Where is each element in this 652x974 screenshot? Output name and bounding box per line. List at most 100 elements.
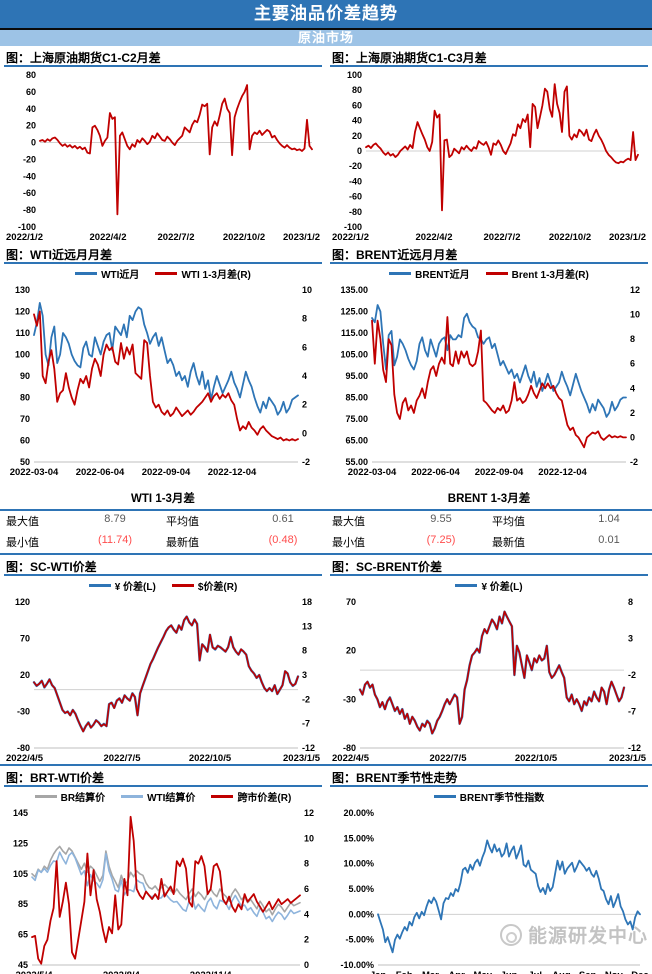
svg-text:70: 70 <box>20 414 30 424</box>
svg-text:-40: -40 <box>349 176 362 186</box>
svg-text:-20: -20 <box>23 154 36 164</box>
stats-title-wti: WTI 1-3月差 <box>131 493 195 505</box>
legend-swatch <box>455 583 478 587</box>
svg-text:Feb: Feb <box>396 970 413 974</box>
legend-item: BR结算价 <box>34 789 106 804</box>
legend-label: BR结算价 <box>60 792 106 804</box>
svg-text:60: 60 <box>352 100 362 110</box>
svg-text:-30: -30 <box>17 707 30 717</box>
stat-value: 1.04 <box>598 513 620 525</box>
svg-text:12: 12 <box>630 285 640 295</box>
legend-item: WTI结算价 <box>121 789 195 804</box>
svg-text:10: 10 <box>304 833 314 843</box>
header-divider <box>0 28 652 30</box>
svg-text:-100: -100 <box>344 222 362 232</box>
chart-canvas: 130 120 110 100 90 80 70 60 50 10 8 6 4 2 0 -2 2022-03-0… <box>10 285 312 478</box>
chart-legend: ¥ 价差(L) <box>330 576 648 594</box>
stats-table-header: WTI 1-3月差 BRENT 1-3月差 <box>0 488 652 511</box>
svg-text:70: 70 <box>20 634 30 644</box>
svg-text:8: 8 <box>628 597 633 607</box>
svg-text:-5.00%: -5.00% <box>345 935 374 945</box>
legend-item: BRENT近月 <box>389 266 470 281</box>
stat-value: (11.74) <box>97 534 133 546</box>
svg-text:2022-03-04: 2022-03-04 <box>348 467 397 478</box>
svg-text:12: 12 <box>304 808 314 818</box>
svg-text:0: 0 <box>304 960 309 970</box>
svg-text:2023/1/2: 2023/1/2 <box>283 232 320 243</box>
legend-swatch <box>485 271 508 275</box>
svg-text:40: 40 <box>26 104 36 114</box>
svg-text:2022/1/2: 2022/1/2 <box>6 232 43 243</box>
legend-label: $价差(R) <box>197 581 238 593</box>
chart-legend: BR结算价 WTI结算价 跨市价差(R) <box>4 787 322 805</box>
svg-text:130: 130 <box>15 285 30 295</box>
svg-text:60: 60 <box>20 436 30 446</box>
chart-canvas: 120 70 20 -30 -80 18 13 8 3 -2 -7 -12 2022/4/5 2022/7… <box>6 597 321 764</box>
chart-title: 图：上海原油期货C1-C2月差 <box>4 46 322 67</box>
chart-canvas: 145 125 105 85 65 45 12 10 8 6 4 2 0 2022/5/4 2022/8/4… <box>13 808 314 974</box>
stat-label: 最大值 <box>6 516 39 528</box>
svg-text:Nov: Nov <box>605 970 624 974</box>
legend-label: ¥ 价差(L) <box>481 581 523 593</box>
svg-text:115.00: 115.00 <box>341 328 368 338</box>
svg-text:0: 0 <box>630 432 635 442</box>
svg-text:3: 3 <box>302 670 307 680</box>
chart-area: 100 80 60 40 20 0 -20 -40 -60 -80 -100 2022/1/2 2022… <box>330 67 648 243</box>
svg-text:-2: -2 <box>302 457 310 467</box>
page-title: 主要油品价差趋势 <box>0 0 652 28</box>
chart-area: 80 60 40 20 0 -20 -40 -60 -80 -100 2022/1/2 2022/4/… <box>4 67 322 243</box>
svg-text:6: 6 <box>302 342 307 352</box>
svg-text:Apr: Apr <box>448 970 465 974</box>
stat-value: 9.55 <box>430 513 452 525</box>
chart-area: 120 70 20 -30 -80 18 13 8 3 -2 -7 -12 2022/4/5 2022/7… <box>4 594 322 764</box>
stat-label: 最小值 <box>6 537 39 549</box>
svg-text:2: 2 <box>304 935 309 945</box>
section-title: 原油市场 <box>0 30 652 46</box>
svg-text:8: 8 <box>302 314 307 324</box>
legend-item: Brent 1-3月差(R) <box>485 266 589 281</box>
stats-title-brent: BRENT 1-3月差 <box>447 493 531 505</box>
svg-text:80: 80 <box>352 85 362 95</box>
chart-row-cross-market: 图：BRT-WTI价差 BR结算价 WTI结算价 跨市价差(R) 145 125 105… <box>0 766 652 974</box>
legend-label: 跨市价差(R) <box>237 792 292 804</box>
svg-text:2022-12-04: 2022-12-04 <box>208 467 257 478</box>
chart-row-shanghai-spreads: 图：上海原油期货C1-C2月差 80 60 40 20 0 -20 -40 -60 -80 -10… <box>0 46 652 243</box>
svg-text:90: 90 <box>20 371 30 381</box>
svg-text:-12: -12 <box>628 743 641 753</box>
stat-value: (0.48) <box>268 534 298 546</box>
stats-table-body: 最大值 8.79 平均值 0.61 最小值 (11.74) 最新值 (0.48)… <box>0 511 652 555</box>
svg-text:3: 3 <box>628 634 633 644</box>
legend-label: WTI结算价 <box>147 792 196 804</box>
svg-text:135.00: 135.00 <box>340 285 368 295</box>
chart-sc-brent-spread: 图：SC-BRENT价差 ¥ 价差(L) 70 20 -30 -80 8 3 -2 -7 -12… <box>326 555 652 764</box>
svg-text:2022-09-04: 2022-09-04 <box>142 467 191 478</box>
stat-value: 0.61 <box>272 513 294 525</box>
svg-text:85.00: 85.00 <box>345 393 368 403</box>
legend-label: BRENT近月 <box>415 269 470 281</box>
svg-text:2022/10/2: 2022/10/2 <box>549 232 591 243</box>
svg-text:0: 0 <box>357 146 362 156</box>
svg-text:100: 100 <box>347 70 362 80</box>
svg-text:-60: -60 <box>349 192 362 202</box>
chart-title: 图：BRENT近远月月差 <box>330 243 648 264</box>
svg-text:8: 8 <box>304 859 309 869</box>
svg-text:-2: -2 <box>630 457 638 467</box>
svg-text:6: 6 <box>304 884 309 894</box>
chart-sc-wti-spread: 图：SC-WTI价差 ¥ 价差(L) $价差(R) 120 70 20 -30 -80 18… <box>0 555 326 764</box>
stat-label: 最新值 <box>166 537 199 549</box>
svg-text:2022/8/4: 2022/8/4 <box>103 970 141 974</box>
legend-swatch <box>34 794 57 798</box>
svg-text:100: 100 <box>15 350 30 360</box>
svg-text:110: 110 <box>15 328 30 338</box>
chart-title: 图：SC-BRENT价差 <box>330 555 648 576</box>
svg-text:2022/7/2: 2022/7/2 <box>158 232 195 243</box>
svg-text:2022-06-04: 2022-06-04 <box>411 467 460 478</box>
svg-text:20: 20 <box>346 646 356 656</box>
chart-area: 70 20 -30 -80 8 3 -2 -7 -12 2022/4/5 2022/7/5 2022/… <box>330 594 648 764</box>
svg-text:-40: -40 <box>23 171 36 181</box>
svg-text:65: 65 <box>18 930 28 940</box>
legend-swatch <box>155 271 178 275</box>
svg-text:-80: -80 <box>23 205 36 215</box>
